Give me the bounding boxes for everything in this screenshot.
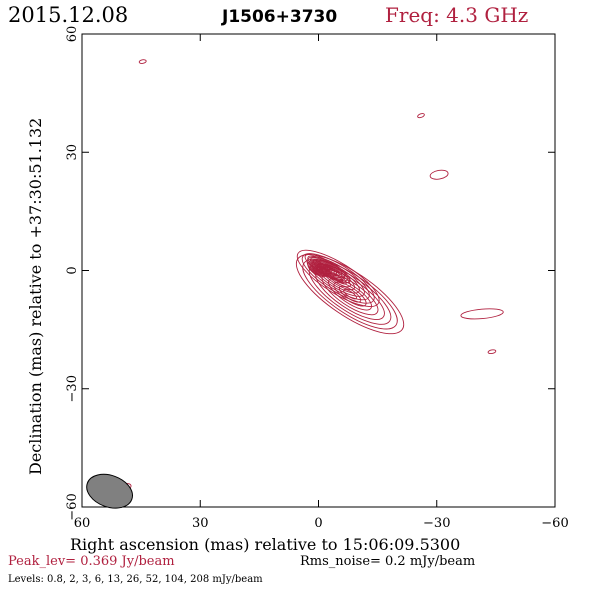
contour-island [429,169,449,180]
source-name: J1506+3730 [221,7,337,27]
x-tick-label: 0 [314,516,322,531]
restoring-beam [86,473,133,509]
contour-island [487,349,497,355]
x-tick-label: 60 [74,516,91,531]
contour-line [312,258,343,279]
contour-line [324,266,331,271]
contour-line [296,249,380,307]
obs-date: 2015.12.08 [8,3,128,27]
x-tick-label: −60 [541,516,568,531]
rms-noise: Rms_noise= 0.2 mJy/beam [300,554,475,569]
frequency-label: Freq: 4.3 GHz [385,3,528,27]
contour-line [322,265,333,272]
contour-line [304,253,351,284]
contour-line [301,253,375,304]
y-tick-label: 0 [65,266,80,274]
contour-levels: Levels: 0.8, 2, 3, 6, 13, 26, 52, 104, 2… [8,574,263,585]
contour-line [310,257,346,280]
peak-level: Peak_lev= 0.369 Jy/beam [8,554,175,569]
y-axis-title: Declination (mas) relative to +37:30:51.… [26,118,45,475]
contour-line [315,260,340,277]
y-tick-label: −60 [65,493,80,520]
x-axis-title: Right ascension (mas) relative to 15:06:… [70,535,460,554]
y-tick-label: −30 [65,375,80,402]
y-tick-label: 30 [65,144,80,161]
y-tick-label: 60 [65,26,80,43]
x-tick-label: 30 [192,516,209,531]
contour-line [318,262,338,275]
x-tick-label: −30 [423,516,450,531]
contour-island [138,59,147,64]
contour-line [307,255,348,282]
contour-island [417,113,425,119]
contour-island [460,308,504,320]
contour-line [320,263,335,274]
